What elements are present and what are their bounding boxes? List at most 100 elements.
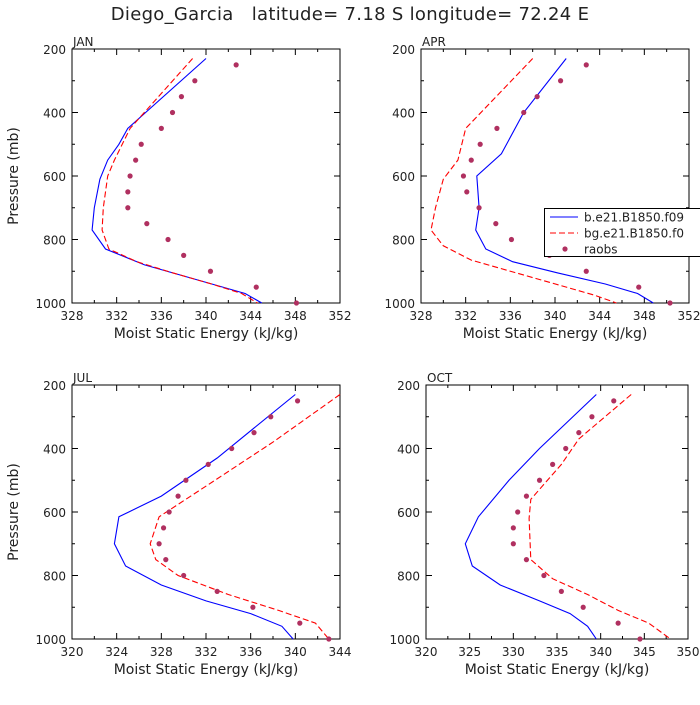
y-tick-label-jul: 800 [43, 570, 66, 584]
raobs-point-jul [181, 573, 186, 578]
raobs-point-oct [563, 446, 568, 451]
raobs-point-jul [250, 605, 255, 610]
x-tick-label-jan: 348 [284, 309, 307, 323]
panel-label-apr: APR [422, 35, 446, 49]
raobs-point-oct [511, 541, 516, 546]
y-tick-label-jan: 400 [43, 107, 66, 121]
y-tick-label-jul: 1000 [35, 633, 66, 647]
x-tick-label-oct: 330 [502, 645, 525, 659]
raobs-point-apr [493, 221, 498, 226]
x-tick-label-jan: 344 [239, 309, 262, 323]
y-tick-label-jan: 1000 [35, 297, 66, 311]
x-tick-label-apr: 328 [410, 309, 433, 323]
x-tick-label-jul: 324 [105, 645, 128, 659]
raobs-point-apr [469, 158, 474, 163]
x-tick-label-jul: 336 [239, 645, 262, 659]
raobs-point-jul [326, 636, 331, 641]
x-tick-label-jan: 352 [329, 309, 352, 323]
y-tick-label-apr: 200 [392, 43, 415, 57]
raobs-point-oct [550, 462, 555, 467]
raobs-point-jul [161, 525, 166, 530]
x-axis-label-oct: Moist Static Energy (kJ/kg) [465, 662, 650, 678]
legend: b.e21.B1850.f09 bg.e21.B1850.f0 raobs [545, 209, 700, 257]
y-tick-label-oct: 800 [397, 570, 420, 584]
raobs-point-jan [179, 94, 184, 99]
y-tick-label-oct: 400 [397, 443, 420, 457]
y-tick-label-apr: 800 [392, 234, 415, 248]
raobs-point-jul [167, 509, 172, 514]
raobs-point-jul [206, 462, 211, 467]
x-tick-label-apr: 344 [588, 309, 611, 323]
x-tick-label-apr: 336 [499, 309, 522, 323]
x-tick-label-apr: 348 [633, 309, 656, 323]
raobs-point-jul [229, 446, 234, 451]
legend-marker-raobs [562, 246, 567, 251]
raobs-point-jan [159, 126, 164, 131]
raobs-point-oct [611, 398, 616, 403]
panel-label-jan: JAN [72, 35, 94, 49]
y-axis-label-jan: Pressure (mb) [6, 127, 22, 225]
panel-label-oct: OCT [427, 371, 453, 385]
y-tick-label-oct: 1000 [389, 633, 420, 647]
raobs-point-jan [125, 205, 130, 210]
raobs-point-oct [637, 636, 642, 641]
y-tick-label-jul: 400 [43, 443, 66, 457]
y-tick-label-apr: 400 [392, 107, 415, 121]
raobs-point-apr [494, 126, 499, 131]
y-tick-label-jan: 600 [43, 170, 66, 184]
y-tick-label-apr: 600 [392, 170, 415, 184]
series-line-b-oct [465, 395, 596, 640]
raobs-point-oct [524, 557, 529, 562]
raobs-point-jul [157, 541, 162, 546]
raobs-point-apr [584, 269, 589, 274]
raobs-point-oct [576, 430, 581, 435]
raobs-point-jan [165, 237, 170, 242]
series-line-b-jul [114, 395, 295, 640]
y-tick-label-jul: 200 [43, 379, 66, 393]
raobs-point-oct [581, 605, 586, 610]
raobs-point-jul [183, 478, 188, 483]
legend-entry-raobs: raobs [584, 243, 618, 257]
y-tick-label-jul: 600 [43, 506, 66, 520]
raobs-point-jan [133, 158, 138, 163]
x-tick-label-apr: 352 [678, 309, 700, 323]
raobs-point-jan [208, 269, 213, 274]
x-tick-label-jan: 336 [150, 309, 173, 323]
raobs-point-oct [511, 525, 516, 530]
panel-frame-oct [426, 385, 688, 639]
y-axis-label-jul: Pressure (mb) [6, 463, 22, 561]
raobs-point-jan [139, 142, 144, 147]
y-tick-label-jan: 200 [43, 43, 66, 57]
raobs-point-jul [295, 398, 300, 403]
x-tick-label-oct: 345 [633, 645, 656, 659]
legend-entry-bg: bg.e21.B1850.f0 [584, 227, 684, 241]
legend-entry-b: b.e21.B1850.f09 [584, 211, 684, 225]
raobs-point-apr [476, 205, 481, 210]
x-tick-label-jan: 328 [61, 309, 84, 323]
panel-label-jul: JUL [72, 371, 92, 385]
x-axis-label-jul: Moist Static Energy (kJ/kg) [114, 662, 299, 678]
raobs-point-jan [192, 78, 197, 83]
x-axis-label-jan: Moist Static Energy (kJ/kg) [114, 326, 299, 342]
x-tick-label-oct: 325 [458, 645, 481, 659]
raobs-point-apr [636, 285, 641, 290]
x-tick-label-oct: 335 [546, 645, 569, 659]
figure-title: Diego_Garcia latitude= 7.18 S longitude=… [0, 4, 700, 25]
raobs-point-jan [234, 62, 239, 67]
x-tick-label-apr: 332 [454, 309, 477, 323]
raobs-point-apr [521, 110, 526, 115]
raobs-point-oct [524, 494, 529, 499]
raobs-point-jan [254, 285, 259, 290]
raobs-point-apr [558, 78, 563, 83]
raobs-point-apr [478, 142, 483, 147]
x-tick-label-jul: 332 [195, 645, 218, 659]
series-line-b-apr [476, 59, 654, 304]
raobs-point-jan [127, 173, 132, 178]
raobs-point-apr [461, 173, 466, 178]
y-tick-label-apr: 1000 [384, 297, 415, 311]
raobs-point-apr [535, 94, 540, 99]
panel-frame-jan [72, 49, 340, 303]
x-tick-label-jan: 340 [195, 309, 218, 323]
